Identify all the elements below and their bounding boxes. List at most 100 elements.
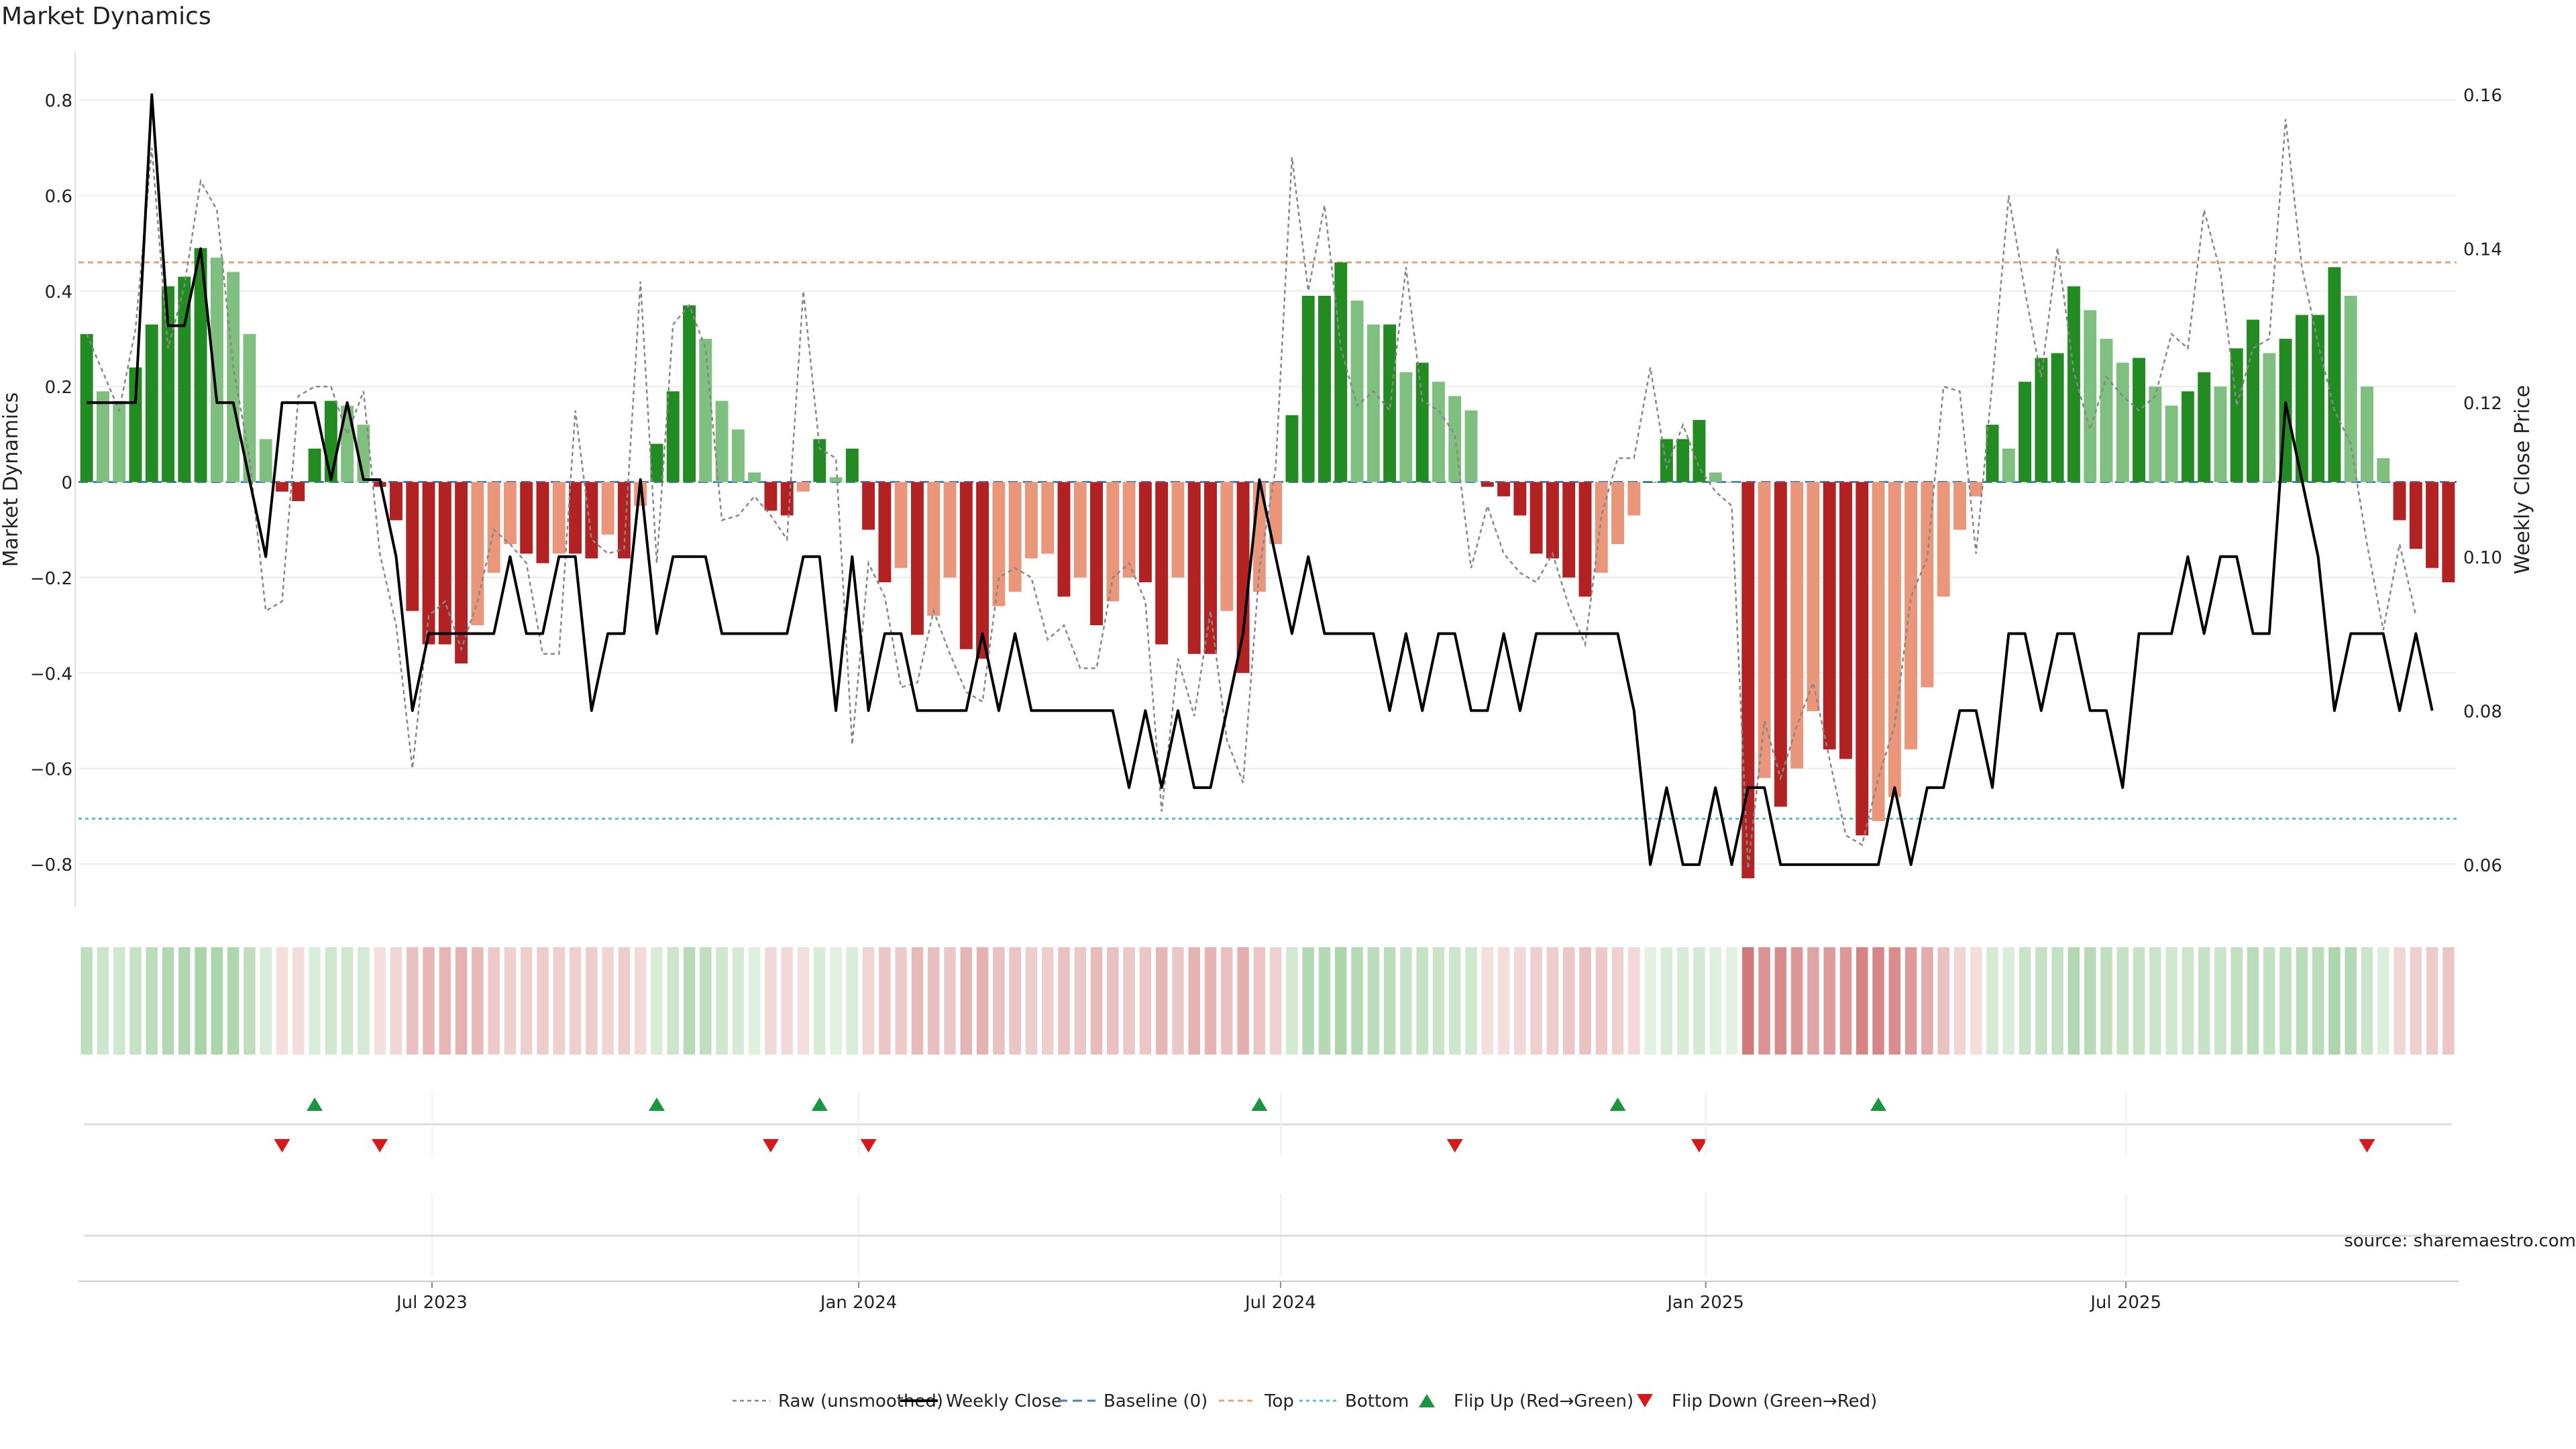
bar — [1676, 439, 1690, 482]
band-cell — [129, 947, 142, 1055]
bar — [1236, 482, 1250, 674]
bar — [585, 482, 598, 559]
band-cell — [2165, 947, 2178, 1055]
x-tick-label: Jul 2024 — [1244, 1293, 1316, 1313]
band-cell — [1139, 947, 1152, 1055]
band-cell — [2410, 947, 2422, 1055]
bar — [1725, 482, 1738, 483]
band-cell — [2198, 947, 2210, 1055]
y2-tick-label: 0.14 — [2463, 240, 2502, 260]
band-cell — [1481, 947, 1494, 1055]
y2-tick-label: 0.10 — [2463, 548, 2502, 568]
bar — [471, 482, 484, 626]
bar — [2360, 386, 2373, 482]
bar — [1872, 482, 1885, 821]
band-cell — [1774, 947, 1787, 1055]
bar — [878, 482, 892, 583]
band-cell — [700, 947, 712, 1055]
y2-axis-label: Weekly Close Price — [2511, 385, 2534, 574]
band-cell — [260, 947, 272, 1055]
flip-down-marker — [860, 1139, 877, 1152]
bar — [813, 439, 826, 482]
bar — [406, 482, 419, 611]
y-tick-label: 0.8 — [45, 91, 72, 111]
bar — [422, 482, 435, 645]
band-cell — [1351, 947, 1363, 1055]
band-cell — [1497, 947, 1510, 1055]
bar — [1986, 425, 1999, 482]
bar — [145, 324, 158, 482]
flip-up-marker — [307, 1097, 323, 1111]
bar — [2230, 348, 2243, 482]
bar — [1627, 482, 1641, 516]
band-cell — [1302, 947, 1314, 1055]
bar — [2214, 386, 2227, 482]
band-cell — [1660, 947, 1673, 1055]
bar — [227, 272, 240, 482]
band-cell — [504, 947, 517, 1055]
band-cell — [1742, 947, 1754, 1055]
band-cell — [1709, 947, 1721, 1055]
band-cell — [1546, 947, 1559, 1055]
bar — [764, 482, 777, 511]
bar — [194, 248, 207, 482]
legend-label: Flip Down (Green→Red) — [1672, 1391, 1877, 1411]
flip-up-marker — [1870, 1097, 1887, 1111]
bar — [683, 305, 696, 482]
band-cell — [1628, 947, 1640, 1055]
bar — [210, 258, 223, 482]
band-cell — [2068, 947, 2080, 1055]
band-cell — [1888, 947, 1901, 1055]
band-cell — [2231, 947, 2243, 1055]
bar — [1383, 324, 1397, 482]
band-cell — [2312, 947, 2324, 1055]
band-cell — [1237, 947, 1249, 1055]
bar — [390, 482, 402, 521]
bar — [1171, 482, 1185, 578]
band-cell — [162, 947, 174, 1055]
band-cell — [928, 947, 940, 1055]
band-cell — [1204, 947, 1217, 1055]
band-cell — [911, 947, 924, 1055]
band-cell — [1970, 947, 1982, 1055]
band-cell — [634, 947, 647, 1055]
band-cell — [618, 947, 631, 1055]
band-cell — [2279, 947, 2292, 1055]
band-cell — [1807, 947, 1819, 1055]
band-cell — [2002, 947, 2015, 1055]
band-cell — [1937, 947, 1949, 1055]
band-cell — [1725, 947, 1738, 1055]
bar — [2116, 362, 2129, 482]
bar — [699, 339, 712, 482]
band-cell — [1676, 947, 1689, 1055]
bar — [845, 448, 859, 482]
bar — [178, 276, 191, 482]
bar — [129, 367, 142, 482]
bar — [1807, 482, 1820, 712]
bar — [1823, 482, 1836, 750]
bar — [1497, 482, 1511, 496]
bar — [1106, 482, 1120, 602]
band-cell — [2133, 947, 2145, 1055]
band-cell — [1416, 947, 1428, 1055]
bar — [2165, 405, 2178, 482]
band-cell — [830, 947, 842, 1055]
bar — [748, 472, 761, 482]
band-cell — [1155, 947, 1168, 1055]
bar — [976, 482, 989, 659]
band-cell — [2084, 947, 2096, 1055]
bar — [113, 400, 126, 482]
bar — [2133, 358, 2145, 482]
bar — [1904, 482, 1918, 750]
band-cell — [2247, 947, 2259, 1055]
legend-label: Weekly Close — [946, 1391, 1062, 1411]
bar — [1399, 372, 1413, 482]
bar — [2198, 372, 2211, 482]
bar — [1693, 420, 1706, 482]
y-tick-label: −0.2 — [30, 569, 72, 589]
band-cell — [439, 947, 451, 1055]
bar — [2149, 386, 2162, 482]
band-cell — [1025, 947, 1038, 1055]
